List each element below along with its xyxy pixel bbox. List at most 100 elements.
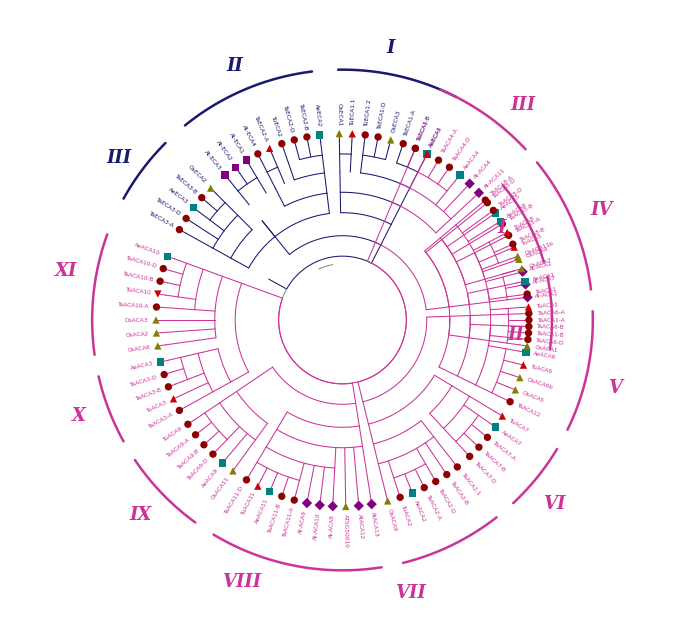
Point <box>523 308 534 319</box>
Text: TuACA2: TuACA2 <box>400 504 412 527</box>
Point <box>523 321 534 332</box>
Point <box>505 397 516 407</box>
Point <box>522 341 533 351</box>
Text: TaACA6-A: TaACA6-A <box>536 310 564 316</box>
Text: TuACA4: TuACA4 <box>428 126 443 148</box>
Point <box>512 251 523 261</box>
Text: TaACA9-A: TaACA9-A <box>166 438 191 459</box>
Point <box>473 442 484 452</box>
Point <box>516 264 527 274</box>
Text: TaACA6-D: TaACA6-D <box>535 338 564 346</box>
Point <box>264 143 275 154</box>
Point <box>152 341 163 351</box>
Text: II: II <box>507 326 524 344</box>
Point <box>182 419 193 429</box>
Point <box>327 501 338 511</box>
Point <box>276 491 287 501</box>
Text: OsACA11: OsACA11 <box>210 476 230 500</box>
Point <box>410 143 421 154</box>
Text: At-ACA4: At-ACA4 <box>473 159 493 180</box>
Text: TaACA1-B: TaACA1-B <box>536 331 564 338</box>
Text: TuACA3: TuACA3 <box>145 400 168 413</box>
Point <box>197 193 208 203</box>
Point <box>227 466 238 476</box>
Text: AeACA1: AeACA1 <box>532 273 556 282</box>
Point <box>513 254 524 264</box>
Point <box>395 492 406 502</box>
Text: At-ACA2: At-ACA2 <box>530 261 553 272</box>
Text: TuACA9: TuACA9 <box>162 426 183 443</box>
Text: AeACA11: AeACA11 <box>254 498 269 524</box>
Point <box>514 372 525 383</box>
Point <box>276 139 287 149</box>
Text: TaACA2.1: TaACA2.1 <box>460 472 481 496</box>
Text: TaACA9-D: TaACA9-D <box>186 458 210 482</box>
Point <box>509 242 520 252</box>
Point <box>151 315 162 325</box>
Point <box>373 132 384 142</box>
Text: TaACA7-A: TaACA7-A <box>492 440 516 461</box>
Text: TaACA3-A: TaACA3-A <box>147 412 174 430</box>
Text: AeECA3: AeECA3 <box>167 187 189 205</box>
Text: At-ECA4: At-ECA4 <box>241 125 257 148</box>
Text: AeACA5: AeACA5 <box>500 193 522 211</box>
Text: TuECA1.1: TuECA1.1 <box>350 99 357 126</box>
Point <box>490 208 501 218</box>
Text: TaACA8-B: TaACA8-B <box>519 227 546 243</box>
Point <box>430 476 441 486</box>
Text: At-ECA2: At-ECA2 <box>215 140 233 163</box>
Point <box>334 129 345 139</box>
Text: At-ACA8: At-ACA8 <box>329 514 335 538</box>
Point <box>407 488 418 498</box>
Text: TuACA1: TuACA1 <box>536 303 558 309</box>
Text: TaECA3-B: TaECA3-B <box>173 173 198 195</box>
Point <box>152 289 163 299</box>
Point <box>181 213 192 223</box>
Text: At-ACA1: At-ACA1 <box>535 291 559 299</box>
Point <box>522 289 533 299</box>
Text: X: X <box>71 407 86 425</box>
Text: TaACA5-B: TaACA5-B <box>508 204 534 222</box>
Text: TaECA1-B: TaECA1-B <box>416 115 432 142</box>
Text: TuACA10: TuACA10 <box>125 287 151 296</box>
Text: OsECA3: OsECA3 <box>390 109 401 133</box>
Point <box>220 170 231 180</box>
Point <box>314 130 325 140</box>
Point <box>385 135 396 145</box>
Text: TuACA6: TuACA6 <box>530 365 553 374</box>
Point <box>199 440 210 450</box>
Text: AeECA1: AeECA1 <box>428 125 443 148</box>
Point <box>422 148 433 159</box>
Point <box>497 411 508 421</box>
Point <box>301 132 312 142</box>
Point <box>410 143 421 154</box>
Point <box>482 432 493 442</box>
Text: At-ECA1: At-ECA1 <box>228 132 245 155</box>
Point <box>241 475 252 485</box>
Text: At-ACA7: At-ACA7 <box>533 276 557 285</box>
Text: TaACA10-A: TaACA10-A <box>117 302 149 309</box>
Text: TaACA10-D: TaACA10-D <box>124 255 157 269</box>
Point <box>473 188 484 198</box>
Point <box>422 148 433 159</box>
Text: TaACA5-D: TaACA5-D <box>492 178 517 200</box>
Text: TaACA8-D: TaACA8-D <box>498 187 524 208</box>
Point <box>188 203 199 213</box>
Point <box>301 498 312 508</box>
Point <box>521 348 532 358</box>
Point <box>517 267 528 277</box>
Text: TaECA3-D: TaECA3-D <box>155 196 181 216</box>
Text: AeACA9: AeACA9 <box>201 467 220 488</box>
Text: TaACA5-A: TaACA5-A <box>514 217 541 234</box>
Point <box>252 148 263 159</box>
Text: TaACA11-D: TaACA11-D <box>224 485 245 515</box>
Point <box>162 251 173 261</box>
Point <box>501 227 512 237</box>
Text: TaECA2-A: TaECA2-A <box>253 115 269 142</box>
Point <box>347 129 358 139</box>
Text: III: III <box>510 96 536 114</box>
Text: OsECA1: OsECA1 <box>336 102 342 126</box>
Point <box>518 360 529 370</box>
Text: OsACA2: OsACA2 <box>125 331 149 338</box>
Point <box>508 239 519 249</box>
